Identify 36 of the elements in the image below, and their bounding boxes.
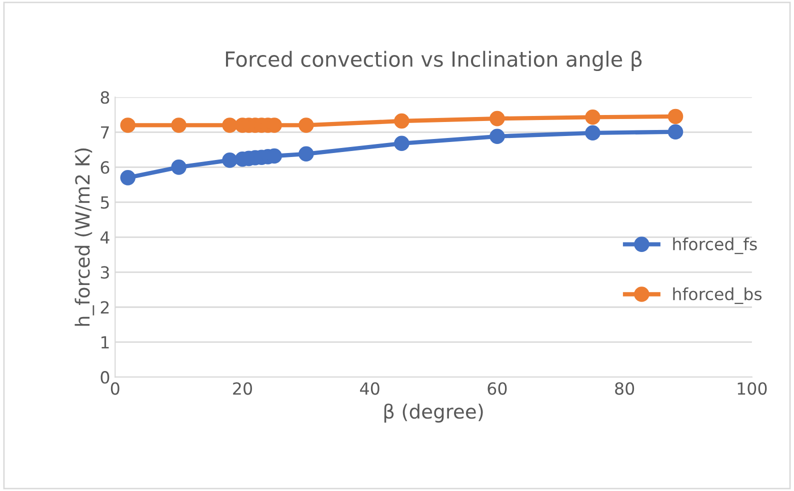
x-tick-label: 60 bbox=[488, 382, 507, 395]
point bbox=[668, 124, 684, 140]
point bbox=[171, 160, 186, 175]
legend-label: hforced_bs bbox=[673, 287, 762, 304]
y-tick-label: 1 bbox=[101, 336, 109, 348]
y-tick-label: 5 bbox=[100, 196, 109, 209]
point bbox=[171, 118, 186, 133]
legend-label: hforced_fs bbox=[673, 237, 757, 254]
point bbox=[222, 152, 238, 168]
y-axis-title: h_forced (W/m2 K) bbox=[74, 148, 94, 326]
y-tick-label: 7 bbox=[101, 126, 109, 139]
x-tick-label: 0 bbox=[110, 382, 120, 395]
point bbox=[490, 110, 505, 126]
point bbox=[668, 108, 684, 124]
point bbox=[120, 170, 136, 186]
point bbox=[394, 136, 410, 152]
y-tick-label: 6 bbox=[100, 161, 110, 174]
y-tick-label: 0 bbox=[100, 371, 110, 384]
chart-title: Forced convection vs Inclination angle β bbox=[226, 50, 642, 71]
y-tick-label: 4 bbox=[100, 231, 110, 244]
x-axis-title: β (degree) bbox=[384, 404, 483, 423]
x-tick-label: 20 bbox=[233, 382, 252, 395]
y-tick-label: 8 bbox=[100, 91, 110, 104]
point bbox=[120, 118, 136, 133]
y-tick-label: 3 bbox=[100, 266, 109, 279]
point bbox=[298, 118, 314, 133]
x-tick-label: 40 bbox=[360, 382, 380, 395]
point bbox=[222, 118, 238, 133]
point bbox=[585, 110, 600, 125]
x-tick-label: 100 bbox=[738, 382, 767, 395]
point bbox=[585, 125, 600, 141]
point bbox=[298, 146, 314, 162]
y-tick-label: 2 bbox=[100, 301, 109, 314]
point bbox=[490, 128, 505, 144]
x-tick-label: 80 bbox=[615, 382, 634, 395]
point bbox=[394, 113, 410, 129]
